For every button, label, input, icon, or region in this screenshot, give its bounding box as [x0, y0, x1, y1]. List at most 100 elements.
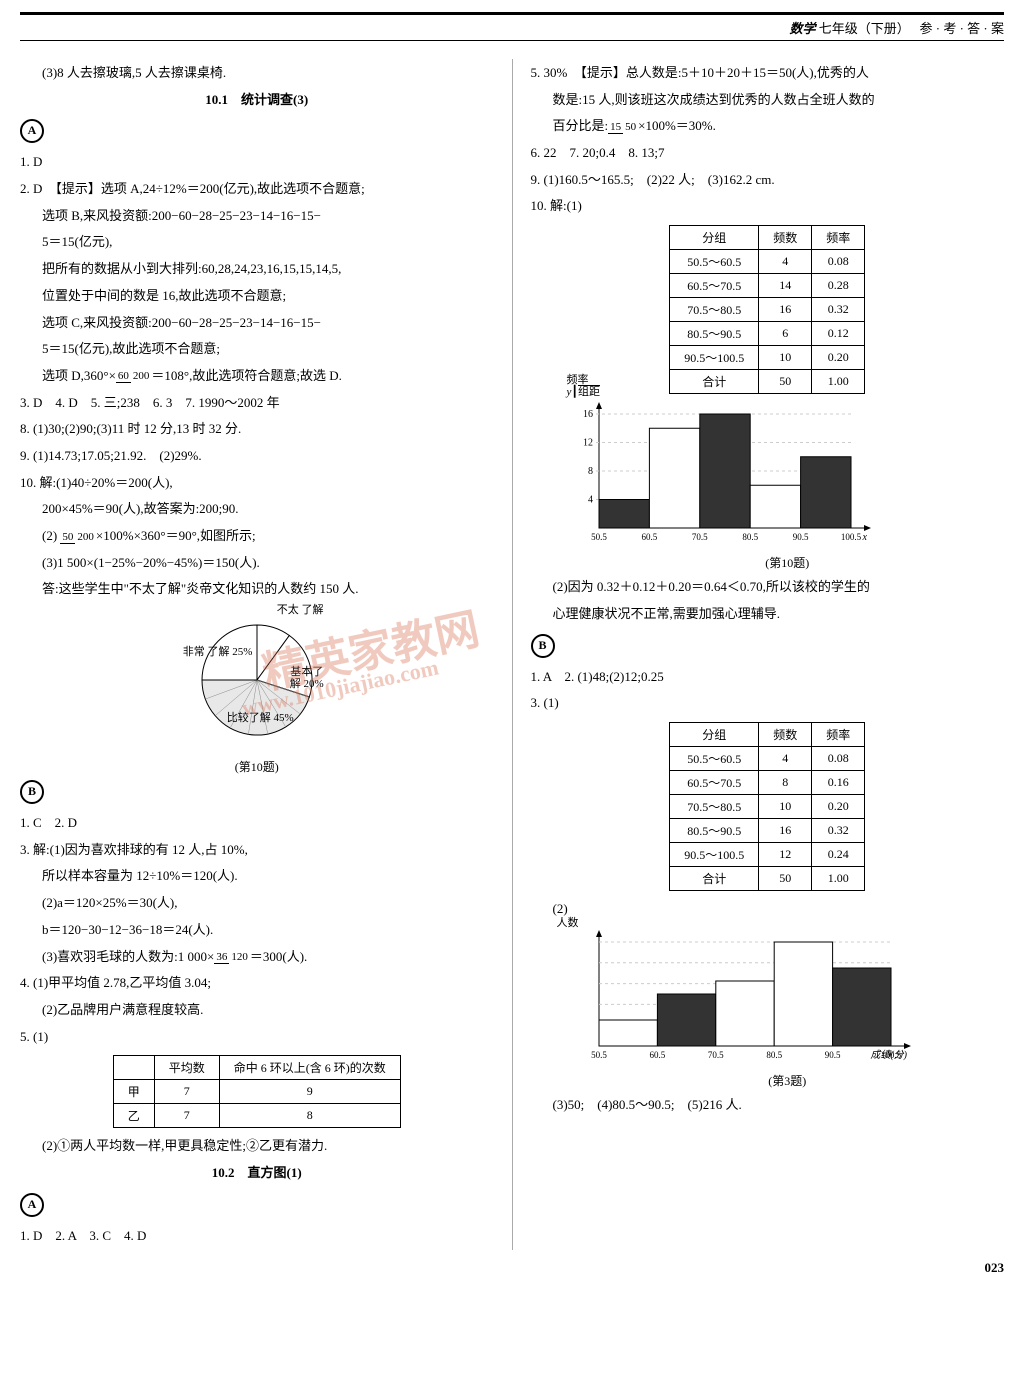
svg-text:70.5: 70.5 — [707, 1050, 723, 1060]
subject: 数学 — [789, 21, 815, 36]
th: 平均数 — [154, 1056, 219, 1080]
section-title: 10.1 统计调查(3) — [20, 88, 494, 113]
td: 4 — [759, 250, 812, 274]
th: 分组 — [670, 722, 759, 746]
text: (2)①两人平均数一样,甲更具稳定性;②乙更有潜力. — [20, 1134, 494, 1159]
td: 16 — [759, 818, 812, 842]
td: 0.16 — [812, 770, 865, 794]
text: 把所有的数据从小到大排列:60,28,24,23,16,15,15,14,5, — [20, 257, 494, 282]
histogram-q3: 人数 50.560.570.580.590.5100.5成绩(分) (第3题) — [571, 930, 1005, 1089]
th: 频率 — [812, 226, 865, 250]
text: 200×45%＝90(人),故答案为:200;90. — [20, 497, 494, 522]
td: 0.08 — [812, 250, 865, 274]
td: 50 — [759, 370, 812, 394]
text: 答:这些学生中"不太了解"炎帝文化知识的人数约 150 人. — [20, 577, 494, 602]
text: 6. 22 7. 20;0.4 8. 13;7 — [531, 141, 1005, 166]
caption: (第10题) — [571, 554, 1005, 571]
content-columns: (3)8 人去擦玻璃,5 人去擦课桌椅. 10.1 统计调查(3) A 1. D… — [20, 59, 1004, 1250]
text: (2) 50200×100%×360°＝90°,如图所示; — [20, 524, 494, 549]
t: ×100%×360°＝90°,如图所示; — [96, 528, 256, 543]
text: (2)乙品牌用户满意程度较高. — [20, 998, 494, 1023]
den: 50 — [623, 121, 638, 133]
td: 12 — [759, 842, 812, 866]
td: 0.32 — [812, 818, 865, 842]
td: 0.08 — [812, 746, 865, 770]
text: 2. D 【提示】选项 A,24÷12%＝200(亿元),故此选项不合题意; — [20, 177, 494, 202]
td: 90.5～100.5 — [670, 346, 759, 370]
td: 合计 — [670, 866, 759, 890]
svg-text:8: 8 — [588, 466, 593, 477]
den: 120 — [229, 951, 250, 963]
pie-label: 基本了 解 20% — [287, 666, 327, 690]
td: 4 — [759, 746, 812, 770]
pie-label: 非常 了解 25% — [183, 646, 253, 658]
td: 90.5～100.5 — [670, 842, 759, 866]
t: (3)喜欢羽毛球的人数为:1 000× — [42, 949, 214, 964]
svg-text:50.5: 50.5 — [591, 1050, 607, 1060]
text: 10. 解:(1) — [531, 194, 1005, 219]
text: (3)喜欢羽毛球的人数为:1 000×36120＝300(人). — [20, 945, 494, 970]
text: 所以样本容量为 12÷10%＝120(人). — [20, 864, 494, 889]
th: 频率 — [812, 722, 865, 746]
svg-text:4: 4 — [588, 495, 593, 506]
fraction: 1550 — [608, 122, 638, 133]
th: 命中 6 环以上(含 6 环)的次数 — [219, 1056, 400, 1080]
text: 百分比是:1550×100%＝30%. — [531, 114, 1005, 139]
den: 200 — [75, 531, 96, 543]
left-column: (3)8 人去擦玻璃,5 人去擦课桌椅. 10.1 统计调查(3) A 1. D… — [20, 59, 494, 1250]
td: 50 — [759, 866, 812, 890]
td: 合计 — [670, 370, 759, 394]
group-b-icon: B — [531, 634, 555, 658]
svg-text:60.5: 60.5 — [641, 532, 657, 542]
text: (2)a＝120×25%＝30(人), — [20, 891, 494, 916]
t: ×100%＝30%. — [638, 118, 716, 133]
text: 3. (1) — [531, 691, 1005, 716]
text: (2)因为 0.32＋0.12＋0.20＝0.64＜0.70,所以该校的学生的 — [531, 575, 1005, 600]
td: 80.5～90.5 — [670, 818, 759, 842]
th: 频数 — [759, 722, 812, 746]
text: 10. 解:(1)40÷20%＝200(人), — [20, 471, 494, 496]
text: 8. (1)30;(2)90;(3)11 时 12 分,13 时 32 分. — [20, 417, 494, 442]
section-title: 10.2 直方图(1) — [20, 1161, 494, 1186]
caption: (第10题) — [20, 758, 494, 775]
td: 甲 — [113, 1080, 154, 1104]
text: 3. 解:(1)因为喜欢排球的有 12 人,占 10%, — [20, 838, 494, 863]
td: 7 — [154, 1080, 219, 1104]
svg-text:16: 16 — [583, 409, 593, 420]
text: 心理健康状况不正常,需要加强心理辅导. — [531, 602, 1005, 627]
text: 选项 D,360°×60200＝108°,故此选项符合题意;故选 D. — [20, 364, 494, 389]
group-a-icon: A — [20, 119, 44, 143]
y-axis-label: 人数 — [557, 914, 579, 930]
text: 1. A 2. (1)48;(2)12;0.25 — [531, 665, 1005, 690]
text: 位置处于中间的数是 16,故此选项不合题意; — [20, 284, 494, 309]
text: 选项 B,来风投资额:200−60−28−25−23−14−16−15− — [20, 204, 494, 229]
svg-text:60.5: 60.5 — [649, 1050, 665, 1060]
th: 分组 — [670, 226, 759, 250]
td: 70.5～80.5 — [670, 794, 759, 818]
text: 9. (1)160.5～165.5; (2)22 人; (3)162.2 cm. — [531, 168, 1005, 193]
right-column: 5. 30% 【提示】总人数是:5＋10＋20＋15＝50(人),优秀的人 数是… — [531, 59, 1005, 1250]
td: 16 — [759, 298, 812, 322]
page-number: 023 — [20, 1260, 1004, 1276]
pie-label: 比较了解 45% — [227, 712, 294, 724]
td: 10 — [759, 794, 812, 818]
td: 0.24 — [812, 842, 865, 866]
text: 1. D — [20, 150, 494, 175]
svg-text:80.5: 80.5 — [766, 1050, 782, 1060]
td: 8 — [759, 770, 812, 794]
td: 60.5～70.5 — [670, 770, 759, 794]
den: 200 — [131, 370, 152, 382]
table-q3: 分组频数频率 50.5～60.540.08 60.5～70.580.16 70.5～8… — [669, 722, 865, 891]
td: 1.00 — [812, 370, 865, 394]
text: b＝120−30−12−36−18＝24(人). — [20, 918, 494, 943]
t: ＝300(人). — [250, 949, 307, 964]
td: 14 — [759, 274, 812, 298]
td: 50.5～60.5 — [670, 746, 759, 770]
svg-text:x: x — [861, 532, 867, 543]
t: ＝108°,故此选项符合题意;故选 D. — [151, 368, 341, 383]
th: 频数 — [759, 226, 812, 250]
fraction: 60200 — [116, 371, 152, 382]
td: 10 — [759, 346, 812, 370]
text: 1. D 2. A 3. C 4. D — [20, 1224, 494, 1249]
td: 80.5～90.5 — [670, 322, 759, 346]
